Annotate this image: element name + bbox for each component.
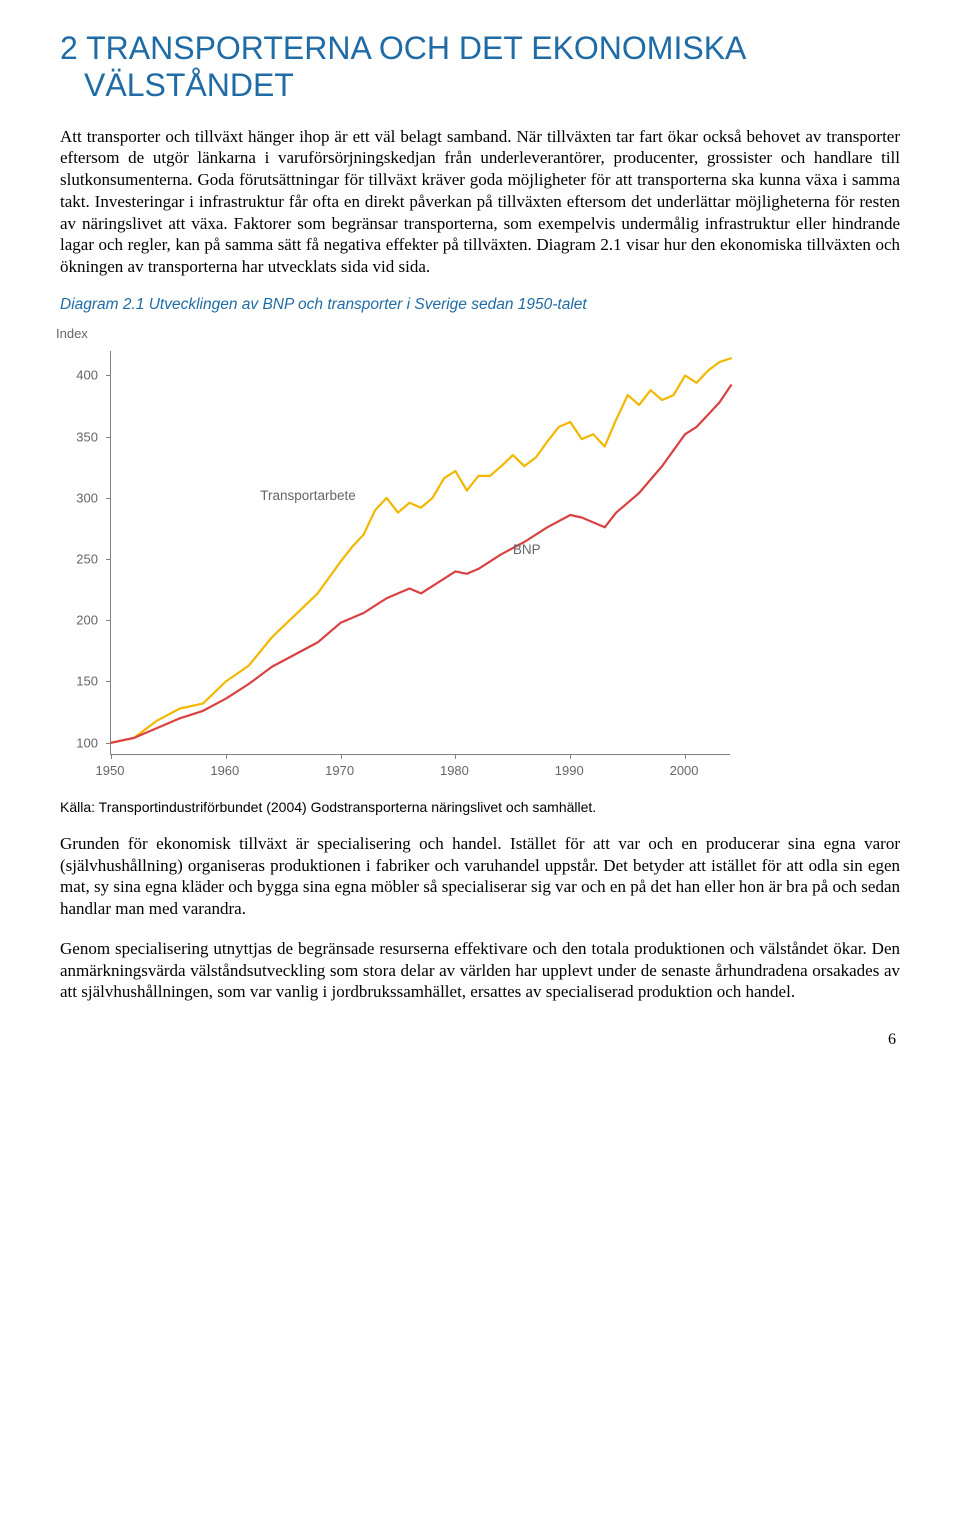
- y-tick-label: 250: [76, 551, 98, 566]
- y-tick-label: 200: [76, 613, 98, 628]
- chart-caption: Diagram 2.1 Utvecklingen av BNP och tran…: [60, 296, 900, 314]
- series-line-bnp: [111, 385, 731, 743]
- x-tick-label: 2000: [670, 763, 699, 778]
- series-line-transportarbete: [111, 358, 731, 743]
- body-paragraph-3: Genom specialisering utnyttjas de begrän…: [60, 938, 900, 1003]
- x-tick-label: 1960: [210, 763, 239, 778]
- x-tick-label: 1990: [555, 763, 584, 778]
- y-tick-mark: [106, 375, 111, 376]
- y-tick-label: 150: [76, 674, 98, 689]
- y-axis-label: Index: [56, 326, 736, 341]
- y-tick-mark: [106, 681, 111, 682]
- y-tick-mark: [106, 620, 111, 621]
- body-paragraph-2: Grunden för ekonomisk tillväxt är specia…: [60, 833, 900, 920]
- x-tick-label: 1980: [440, 763, 469, 778]
- page-number: 6: [60, 1031, 900, 1049]
- chart-plot-area: 100 150 200 250 300 350 400 Transportarbete BNP…: [56, 345, 736, 785]
- y-tick-mark: [106, 498, 111, 499]
- series-label-bnp: BNP: [513, 542, 541, 557]
- y-tick-label: 400: [76, 368, 98, 383]
- series-label-transportarbete: Transportarbete: [260, 488, 356, 503]
- chart-source: Källa: Transportindustriförbundet (2004)…: [60, 799, 900, 815]
- y-tick-label: 350: [76, 429, 98, 444]
- y-tick-label: 300: [76, 490, 98, 505]
- y-tick-mark: [106, 559, 111, 560]
- x-tick-label: 1970: [325, 763, 354, 778]
- y-tick-mark: [106, 743, 111, 744]
- x-tick-label: 1950: [96, 763, 125, 778]
- section-heading: 2 TRANSPORTERNA OCH DET EKONOMISKA VÄLST…: [84, 30, 900, 104]
- y-tick-label: 100: [76, 735, 98, 750]
- body-paragraph-1: Att transporter och tillväxt hänger ihop…: [60, 126, 900, 278]
- chart-container: Index 100 150 200 250 300 350 400 Transportarb…: [56, 326, 736, 785]
- y-tick-mark: [106, 437, 111, 438]
